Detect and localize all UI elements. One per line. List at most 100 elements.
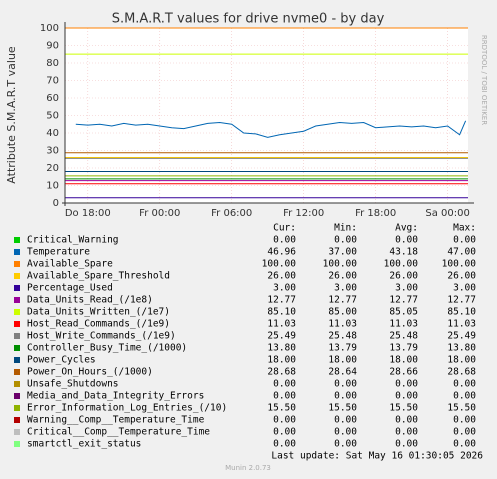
stat-value: 0.00 bbox=[395, 235, 418, 246]
legend-label: Available_Spare_Threshold bbox=[27, 271, 170, 282]
stat-value: 0.00 bbox=[395, 379, 418, 390]
stat-value: 0.00 bbox=[334, 379, 357, 390]
stat-value: 0.00 bbox=[334, 235, 357, 246]
stat-value: 3.00 bbox=[334, 283, 357, 294]
stat-value: 25.48 bbox=[389, 331, 418, 342]
stat-value: 100.00 bbox=[323, 259, 358, 270]
stat-value: 3.00 bbox=[273, 283, 296, 294]
stat-value: 11.03 bbox=[389, 319, 418, 330]
stat-value: 0.00 bbox=[453, 439, 476, 450]
legend-label: smartctl_exit_status bbox=[27, 439, 141, 450]
column-header: Max: bbox=[453, 223, 476, 234]
line bbox=[75, 120, 467, 138]
stat-value: 11.03 bbox=[328, 319, 357, 330]
y-axis-label: Attribute S.M.A.R.T value bbox=[5, 46, 18, 184]
stat-value: 85.00 bbox=[328, 307, 357, 318]
stat-value: 26.00 bbox=[328, 271, 357, 282]
legend-label: Data_Units_Written_(/1e7) bbox=[27, 307, 170, 318]
y-tick-label: 100 bbox=[40, 23, 59, 34]
stat-value: 25.49 bbox=[267, 331, 296, 342]
stat-value: 12.77 bbox=[389, 295, 418, 306]
stat-value: 37.00 bbox=[328, 247, 357, 258]
x-tick-label: Do 18:00 bbox=[65, 208, 111, 219]
legend-label: Critical_Warning bbox=[27, 235, 119, 246]
x-tick-label: Sa 00:00 bbox=[425, 208, 469, 219]
legend-swatch bbox=[14, 345, 20, 351]
stat-value: 15.50 bbox=[267, 403, 296, 414]
legend-label: Critical__Comp__Temperature_Time bbox=[27, 427, 210, 438]
stat-value: 13.79 bbox=[389, 343, 418, 354]
stat-value: 12.77 bbox=[328, 295, 357, 306]
legend-swatch bbox=[14, 381, 20, 387]
stat-value: 28.68 bbox=[267, 367, 296, 378]
stat-value: 26.00 bbox=[267, 271, 296, 282]
legend-swatch bbox=[14, 321, 20, 327]
stat-value: 0.00 bbox=[453, 427, 476, 438]
y-tick-label: 30 bbox=[46, 146, 59, 157]
stat-value: 0.00 bbox=[334, 427, 357, 438]
x-tick-label: Fr 00:00 bbox=[139, 208, 180, 219]
stat-value: 0.00 bbox=[453, 235, 476, 246]
legend-label: Data_Units_Read_(/1e8) bbox=[27, 295, 153, 306]
stat-value: 18.00 bbox=[389, 355, 418, 366]
stat-value: 0.00 bbox=[273, 379, 296, 390]
legend-label: Power_On_Hours_(/1000) bbox=[27, 367, 153, 378]
stat-value: 18.00 bbox=[328, 355, 357, 366]
chart-title: S.M.A.R.T values for drive nvme0 - by da… bbox=[112, 12, 385, 27]
legend-swatch bbox=[14, 249, 20, 255]
stat-value: 26.00 bbox=[389, 271, 418, 282]
stat-value: 25.49 bbox=[447, 331, 476, 342]
stat-value: 28.66 bbox=[389, 367, 418, 378]
stat-value: 25.48 bbox=[328, 331, 357, 342]
column-header: Cur: bbox=[273, 223, 296, 234]
stat-value: 12.77 bbox=[447, 295, 476, 306]
legend-swatch bbox=[14, 405, 20, 411]
y-tick-label: 80 bbox=[46, 58, 59, 69]
y-tick-label: 60 bbox=[46, 93, 59, 104]
stat-value: 0.00 bbox=[395, 427, 418, 438]
stat-value: 11.03 bbox=[447, 319, 476, 330]
stat-value: 12.77 bbox=[267, 295, 296, 306]
legend-swatch bbox=[14, 441, 20, 447]
legend-swatch bbox=[14, 417, 20, 423]
stat-value: 0.00 bbox=[273, 235, 296, 246]
stat-value: 0.00 bbox=[334, 439, 357, 450]
stat-value: 3.00 bbox=[453, 283, 476, 294]
legend-swatch bbox=[14, 393, 20, 399]
last-update: Last update: Sat May 16 01:30:05 2026 bbox=[271, 451, 483, 462]
legend-swatch bbox=[14, 309, 20, 315]
stat-value: 0.00 bbox=[453, 391, 476, 402]
y-tick-label: 90 bbox=[46, 41, 59, 52]
stat-value: 0.00 bbox=[334, 391, 357, 402]
stat-value: 13.80 bbox=[447, 343, 476, 354]
legend-label: Media_and_Data_Integrity_Errors bbox=[27, 391, 204, 402]
column-header: Avg: bbox=[395, 223, 418, 234]
stat-value: 0.00 bbox=[453, 379, 476, 390]
stat-value: 28.64 bbox=[328, 367, 357, 378]
legend-swatch bbox=[14, 237, 20, 243]
legend-swatch bbox=[14, 261, 20, 267]
stat-value: 28.68 bbox=[447, 367, 476, 378]
stat-value: 85.05 bbox=[389, 307, 418, 318]
legend-label: Power_Cycles bbox=[27, 355, 96, 366]
stat-value: 85.10 bbox=[267, 307, 296, 318]
stat-value: 43.18 bbox=[389, 247, 418, 258]
stat-value: 0.00 bbox=[273, 427, 296, 438]
stat-value: 0.00 bbox=[395, 415, 418, 426]
legend-label: Warning__Comp__Temperature_Time bbox=[27, 415, 205, 426]
legend-label: Temperature bbox=[27, 247, 90, 258]
stat-value: 0.00 bbox=[334, 415, 357, 426]
legend-label: Unsafe_Shutdowns bbox=[27, 379, 119, 390]
y-tick-label: 10 bbox=[46, 181, 59, 192]
footer: Munin 2.0.73 bbox=[225, 464, 271, 472]
stat-value: 15.50 bbox=[328, 403, 357, 414]
stat-value: 0.00 bbox=[273, 391, 296, 402]
legend-label: Percentage_Used bbox=[27, 283, 113, 294]
legend-label: Available_Spare bbox=[27, 259, 113, 270]
legend-swatch bbox=[14, 357, 20, 363]
stat-value: 0.00 bbox=[273, 415, 296, 426]
y-tick-label: 50 bbox=[46, 111, 59, 122]
stat-value: 0.00 bbox=[453, 415, 476, 426]
stat-value: 3.00 bbox=[395, 283, 418, 294]
stat-value: 100.00 bbox=[384, 259, 419, 270]
